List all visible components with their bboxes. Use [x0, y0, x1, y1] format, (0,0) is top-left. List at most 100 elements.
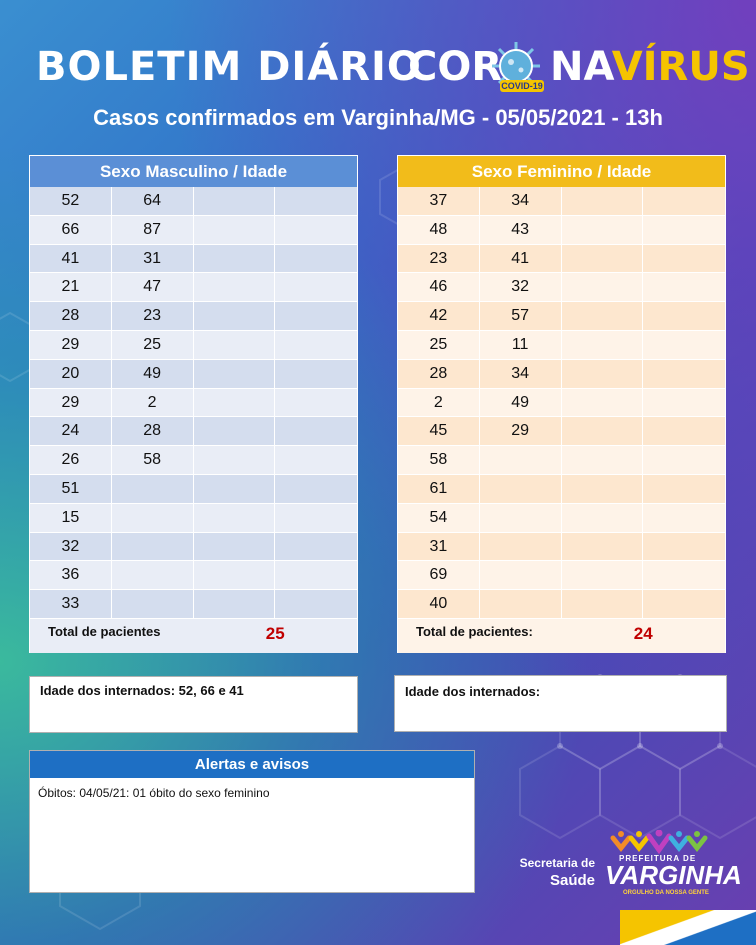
female-age-cell: 40 — [398, 590, 480, 618]
female-table-row: 42 57 — [398, 302, 725, 331]
female-age-cell — [643, 187, 725, 215]
male-age-cell — [275, 590, 357, 618]
title-banner: BOLETIM DIÁRIO COR NAVÍRUS COVID-19 — [0, 38, 756, 98]
male-age-cell: 24 — [30, 417, 112, 446]
varginha-logo: Secretaria de Saúde PREFEITURA DE VARGIN… — [515, 830, 745, 910]
female-age-cell: 41 — [480, 244, 562, 273]
female-age-cell — [643, 504, 725, 532]
decorative-stripe — [620, 910, 756, 945]
male-age-cell — [275, 360, 357, 388]
male-age-cell: 29 — [30, 388, 112, 417]
female-table-row: 45 29 — [398, 417, 725, 447]
male-age-cell: 20 — [30, 359, 112, 388]
female-age-cell — [643, 590, 725, 618]
female-age-cell — [643, 273, 725, 301]
female-age-cell — [643, 302, 725, 330]
male-age-cell — [194, 590, 276, 618]
female-age-cell — [562, 561, 644, 590]
female-age-cell: 42 — [398, 302, 480, 330]
secretaria-label: Secretaria de Saúde — [519, 856, 595, 889]
female-table-row: 31 — [398, 532, 725, 562]
alerts-panel: Alertas e avisos Óbitos: 04/05/21: 01 ób… — [29, 750, 475, 893]
male-age-cell — [112, 561, 194, 590]
male-age-cell: 52 — [30, 187, 112, 215]
female-age-cell — [480, 590, 562, 618]
female-age-cell — [562, 215, 644, 244]
male-table-row: 52 64 — [30, 187, 357, 216]
male-table-row: 29 25 — [30, 330, 357, 360]
male-age-cell: 87 — [112, 215, 194, 244]
male-age-cell — [194, 187, 276, 215]
male-total-label: Total de pacientes — [48, 623, 161, 639]
female-age-cell — [562, 359, 644, 388]
male-age-cell: 64 — [112, 187, 194, 215]
female-age-cell: 34 — [480, 359, 562, 388]
male-age-cell: 28 — [30, 302, 112, 330]
female-age-cell: 58 — [398, 446, 480, 474]
title-virus-text: NAVÍRUS — [550, 44, 750, 90]
female-table-row: 69 — [398, 561, 725, 591]
male-age-cell: 23 — [112, 302, 194, 330]
female-age-cell — [562, 302, 644, 330]
female-total-row: Total de pacientes: 24 — [398, 618, 725, 653]
female-age-cell — [562, 273, 644, 302]
male-table-body: 52 64 66 87 41 31 21 47 28 23 29 25 20 49 29 2 24 28 26 58 5… — [30, 187, 357, 619]
male-age-cell — [194, 474, 276, 503]
male-age-cell — [194, 503, 276, 532]
male-age-cell — [275, 216, 357, 244]
female-age-cell — [480, 561, 562, 590]
female-table-header: Sexo Feminino / Idade — [398, 156, 725, 187]
female-age-cell — [643, 561, 725, 589]
male-table-row: 66 87 — [30, 215, 357, 245]
female-age-cell: 43 — [480, 215, 562, 244]
subtitle: Casos confirmados em Varginha/MG - 05/05… — [93, 105, 663, 130]
male-table-row: 41 31 — [30, 244, 357, 274]
female-table-row: 2 49 — [398, 388, 725, 418]
male-hospitalized-box: Idade dos internados: 52, 66 e 41 — [29, 676, 358, 733]
male-age-cell: 25 — [112, 330, 194, 359]
male-table-row: 36 — [30, 561, 357, 591]
female-table-row: 23 41 — [398, 244, 725, 274]
female-age-cell — [643, 331, 725, 359]
female-age-cell — [562, 388, 644, 417]
male-age-cell — [194, 359, 276, 388]
female-age-cell — [562, 590, 644, 618]
male-age-cell: 47 — [112, 273, 194, 302]
male-table-row: 28 23 — [30, 302, 357, 331]
male-age-cell — [275, 504, 357, 532]
male-age-cell — [194, 330, 276, 359]
female-age-cell: 46 — [398, 273, 480, 302]
female-age-cell — [562, 532, 644, 561]
male-age-cell — [194, 417, 276, 446]
male-table-row: 21 47 — [30, 273, 357, 303]
male-age-cell: 51 — [30, 474, 112, 503]
covid-tag: COVID-19 — [500, 80, 544, 92]
people-logo-icon — [610, 830, 708, 855]
male-age-cell — [194, 388, 276, 417]
female-table-body: 37 34 48 43 23 41 46 32 42 57 25 11 28 34 2 49 45 29 58 61 5… — [398, 187, 725, 619]
female-table-row: 58 — [398, 446, 725, 475]
female-age-cell — [562, 244, 644, 273]
male-age-cell — [275, 302, 357, 330]
female-age-cell — [643, 216, 725, 244]
male-age-cell: 21 — [30, 273, 112, 302]
male-age-cell — [194, 273, 276, 302]
female-age-cell — [643, 475, 725, 503]
logo-prefeitura-text: PREFEITURA DE — [619, 854, 697, 863]
male-age-cell — [194, 244, 276, 273]
male-age-cell — [194, 561, 276, 590]
male-age-cell: 49 — [112, 359, 194, 388]
female-age-cell — [480, 474, 562, 503]
male-age-cell — [275, 245, 357, 273]
male-age-cell — [275, 446, 357, 474]
male-age-cell — [275, 475, 357, 503]
male-age-cell: 2 — [112, 388, 194, 417]
title-text: BOLETIM DIÁRIO — [36, 44, 422, 90]
male-table-row: 15 — [30, 503, 357, 533]
female-age-cell: 54 — [398, 503, 480, 532]
male-age-cell — [275, 273, 357, 301]
male-table-row: 24 28 — [30, 417, 357, 447]
female-table-row: 54 — [398, 503, 725, 533]
male-table-row: 29 2 — [30, 388, 357, 418]
female-age-cell — [480, 446, 562, 474]
